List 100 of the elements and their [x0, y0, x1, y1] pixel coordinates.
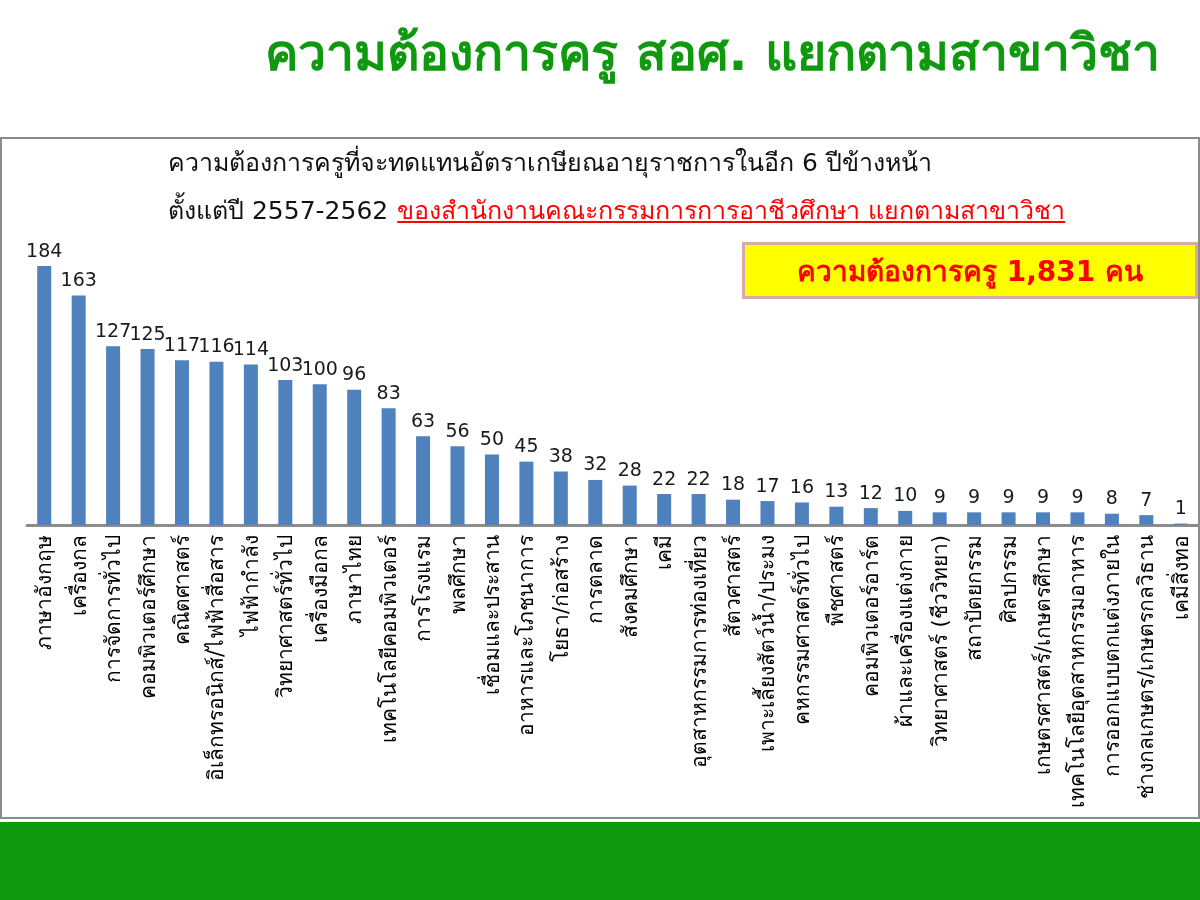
bar	[71, 295, 86, 525]
x-tick-label: อุตสาหกรรมการท่องเที่ยว	[683, 535, 712, 768]
x-tick-label: วิทยาศาสตร์ทั่วไป	[270, 535, 298, 698]
x-tick-label: อาหารและโภชนาการ	[514, 535, 539, 736]
bar	[243, 364, 258, 525]
data-label: 17	[755, 473, 780, 496]
x-tick-label: สัตวศาสตร์	[721, 535, 746, 637]
bar	[37, 266, 52, 525]
bar	[1001, 512, 1016, 525]
x-tick-label: ภาษาอังกฤษ	[32, 535, 57, 650]
bar	[347, 389, 362, 525]
bar	[484, 454, 499, 525]
data-label: 10	[893, 483, 918, 506]
bar	[760, 501, 775, 525]
bar	[312, 384, 327, 525]
bar	[657, 494, 672, 525]
bar	[278, 380, 293, 525]
data-label: 32	[583, 452, 608, 475]
bar	[932, 512, 947, 525]
x-tick-label: ไฟฟ้ากำลัง	[238, 535, 263, 638]
data-label: 12	[858, 480, 883, 503]
bar	[726, 499, 741, 525]
bar	[209, 361, 224, 525]
data-label: 45	[514, 434, 539, 457]
bar	[416, 436, 431, 525]
x-tick-label: วิทยาศาสตร์ (ชีววิทยา)	[927, 535, 952, 748]
data-label: 184	[26, 238, 63, 261]
x-tick-label: เครื่องมือกล	[304, 535, 332, 643]
x-tick-label: อิเล็กทรอนิกส์/ไฟฟ้าสื่อสาร	[201, 535, 229, 782]
bar	[106, 346, 121, 525]
data-label: 9	[933, 484, 946, 507]
data-label: 9	[1071, 484, 1084, 507]
x-tick-label: การจัดการทั่วไป	[98, 535, 126, 683]
bar	[1139, 515, 1154, 525]
data-label: 83	[376, 380, 401, 403]
data-label: 96	[342, 362, 367, 385]
bar	[691, 494, 706, 525]
data-label: 13	[824, 479, 849, 502]
bar	[588, 479, 603, 525]
x-tick-label: การออกแบบตกแต่งภายใน	[1099, 535, 1124, 777]
data-label: 56	[445, 418, 470, 441]
data-label: 8	[1105, 486, 1118, 509]
chart-subtitle: ความต้องการครูที่จะทดแทนอัตราเกษียณอายุราชการในอีก 6 ปีข้างหน้า	[168, 144, 932, 180]
x-tick-label: คหกรรมศาสตร์ทั่วไป	[786, 535, 814, 725]
data-label: 50	[479, 427, 505, 450]
data-label: 127	[94, 318, 132, 341]
data-label: 63	[410, 408, 436, 431]
bar	[450, 446, 465, 525]
data-label: 28	[617, 458, 642, 481]
bar	[622, 485, 637, 525]
bar	[381, 408, 396, 525]
data-label: 1	[1174, 496, 1187, 519]
data-label: 38	[548, 444, 573, 467]
data-label: 9	[1036, 484, 1050, 507]
data-label: 22	[686, 466, 711, 489]
x-tick-label: พืชศาสตร์	[824, 535, 849, 626]
x-tick-label: การโรงแรม	[411, 535, 436, 642]
data-label: 7	[1140, 487, 1153, 510]
bar	[553, 471, 568, 525]
data-label: 103	[267, 352, 304, 375]
data-label: 116	[198, 334, 235, 357]
text: ตั้งแต่ปี 2557-2562	[168, 191, 389, 227]
bar	[140, 349, 155, 525]
bar	[863, 508, 878, 525]
x-tick-label: เครื่องกล	[63, 535, 91, 616]
bar	[1036, 512, 1051, 525]
bar	[174, 360, 189, 525]
x-tick-label: เพาะเลี้ยงสัตว์น้ำ/ประมง	[752, 535, 780, 753]
bar	[1070, 512, 1085, 525]
x-tick-label: เชื่อมและประสาน	[476, 535, 504, 695]
bar	[829, 506, 844, 525]
x-tick-label: เกษตรศาสตร์/เกษตรศึกษา	[1031, 535, 1056, 776]
text: ของสำนักงานคณะกรรมการการอาชีวศึกษา แยกตามสาขาวิชา	[397, 195, 1066, 227]
x-tick-label: เคมี	[652, 535, 677, 570]
data-label: 16	[789, 474, 815, 497]
x-tick-label: คอมพิวเตอร์อาร์ต	[858, 535, 883, 697]
x-tick-label: ช่างกลเกษตร/เกษตรกลวิธาน	[1134, 535, 1159, 800]
bar	[794, 502, 809, 525]
bar	[1104, 513, 1119, 525]
x-tick-label: เทคโนโลยีอุตสาหกรรมอาหาร	[1065, 535, 1091, 808]
data-label: 163	[60, 268, 97, 291]
data-label: 9	[968, 484, 981, 507]
x-tick-label: การตลาด	[583, 535, 608, 624]
data-label: 117	[163, 332, 201, 355]
data-label: 22	[652, 466, 677, 489]
data-label: 9	[1002, 484, 1015, 507]
x-tick-label: คณิตศาสตร์	[169, 535, 194, 645]
x-tick-label: คอมพิวเตอร์ศึกษา	[135, 535, 160, 699]
chart-title: ความต้องการครู สอศ. แยกตามสาขาวิชา	[265, 23, 1160, 86]
x-tick-label: พลศึกษา	[445, 535, 470, 614]
x-tick-label: เทคโนโลยีคอมพิวเตอร์	[376, 535, 401, 743]
x-tick-label: โยธา/ก่อสร้าง	[548, 535, 573, 663]
x-tick-label: ผ้าและเครื่องแต่งกาย	[890, 535, 918, 727]
data-label: 125	[129, 321, 166, 344]
x-tick-label: สถาปัตยกรรม	[962, 535, 987, 661]
bar	[519, 461, 534, 525]
x-tick-label: เคมีสิ่งทอ	[1165, 535, 1193, 620]
annotation: ความต้องการครู 1,831 คน	[796, 253, 1144, 291]
bar	[898, 510, 913, 525]
x-tick-label: ภาษาไทย	[342, 535, 367, 624]
